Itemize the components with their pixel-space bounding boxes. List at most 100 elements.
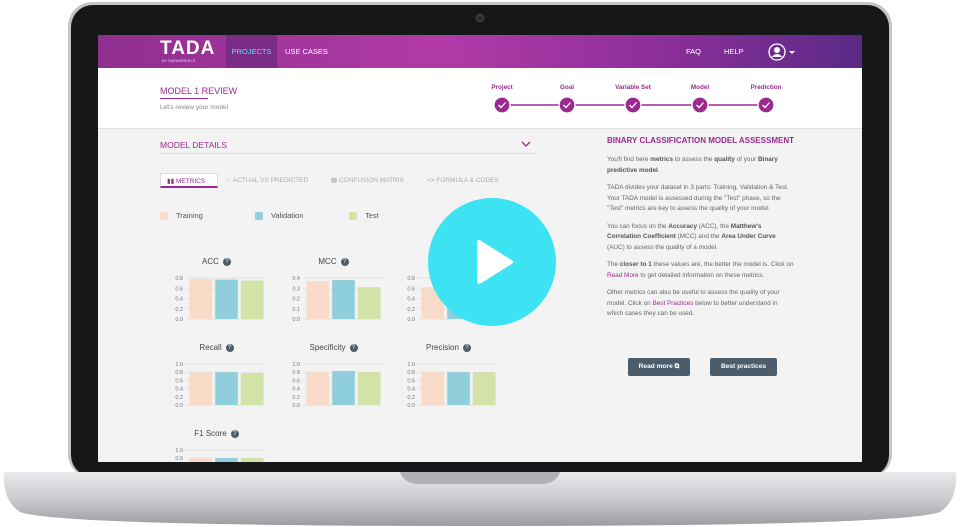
y-tick-label: 0.8	[175, 276, 183, 282]
button[interactable]: Best practices	[710, 358, 777, 376]
top-bar: TADA BY DATAMODELS PROJECTS USE CASES FA…	[98, 35, 862, 68]
divider	[160, 153, 535, 154]
legend-item[interactable]: Training	[160, 211, 203, 221]
legend-swatch	[255, 212, 263, 221]
legend-label: Test	[365, 211, 379, 220]
help-icon: ?	[349, 343, 358, 352]
bar	[215, 458, 238, 462]
y-tick-label: 1.0	[175, 448, 183, 454]
legend-item[interactable]: Test	[349, 211, 379, 221]
legend-swatch	[160, 212, 168, 221]
logo-sub: BY DATAMODELS	[162, 58, 196, 63]
bar	[306, 281, 330, 319]
y-tick-label: 0.6	[175, 378, 183, 384]
bar	[189, 458, 213, 462]
legend-label: Validation	[271, 211, 304, 220]
y-tick-label: 0.8	[292, 370, 300, 376]
y-tick-label: 0.2	[292, 297, 300, 303]
laptop-base	[3, 472, 957, 526]
nav-item[interactable]: PROJECTS	[226, 35, 277, 68]
mini-chart: 0.0 0.1 0.2 0.3 0.4	[292, 276, 382, 322]
mini-chart: 0.00.20.40.60.81.0	[175, 362, 265, 408]
step-label: Prediction	[750, 84, 782, 91]
chart-title-text: Specificity	[309, 343, 346, 352]
bar	[332, 280, 355, 319]
tab[interactable]: ▮▮ METRICS	[160, 173, 218, 188]
link[interactable]: Read More	[607, 271, 639, 279]
chart-title: MCC?	[277, 257, 390, 266]
y-tick-label: 0.6	[292, 378, 300, 384]
legend-label: Training	[176, 211, 203, 220]
page-subtitle: Let's review your model	[160, 104, 229, 111]
paragraph: The closer to 1 these values are, the be…	[607, 261, 794, 279]
y-tick-label: 0.0	[175, 317, 183, 322]
y-tick-label: 0.0	[292, 317, 300, 322]
chart-title-text: ACC	[202, 257, 219, 266]
bar	[421, 372, 445, 405]
y-tick-label: 0.4	[407, 297, 415, 303]
base-notch	[400, 472, 560, 484]
chevron[interactable]	[521, 140, 531, 148]
y-tick-label: 0.2	[292, 395, 300, 401]
mini-chart: 0.0 0.2 0.4 0.6 0.8	[175, 276, 265, 322]
help-icon: ?	[222, 257, 231, 266]
chart-title: Specificity?	[277, 343, 390, 352]
stepper	[493, 96, 775, 114]
link[interactable]: Best Practices	[652, 299, 694, 307]
title-underline	[160, 98, 208, 99]
y-tick-label: 0.8	[175, 456, 183, 462]
y-tick-label: 0.8	[407, 370, 415, 376]
step-label: Variable Set	[615, 84, 651, 91]
y-tick-label: 0.3	[292, 286, 300, 292]
y-tick-label: 0.0	[175, 403, 183, 408]
chart-title-text: MCC	[318, 257, 337, 266]
legend-item[interactable]: Validation	[255, 211, 304, 221]
y-tick-label: 0.8	[407, 276, 415, 282]
bar	[240, 280, 264, 319]
link[interactable]: FAQ	[686, 47, 702, 56]
paragraph: Other metrics can also be useful to asse…	[607, 289, 780, 317]
sub-header: MODEL 1 REVIEW Let's review your model P…	[98, 68, 862, 129]
chart-title: Precision?	[392, 343, 505, 352]
bar	[447, 372, 470, 405]
paragraph: You'll find here metrics to assess the q…	[607, 156, 778, 174]
y-tick-label: 0.6	[175, 286, 183, 292]
step-label: Project	[491, 84, 513, 91]
user-menu[interactable]	[768, 42, 798, 62]
section-title[interactable]: MODEL DETAILS	[160, 140, 228, 150]
legend-swatch	[349, 212, 357, 221]
help-icon: ?	[340, 257, 349, 266]
chart-title-text: Precision	[426, 343, 459, 352]
y-tick-label: 0.4	[175, 297, 183, 303]
y-tick-label: 1.0	[175, 362, 183, 368]
bar	[306, 372, 330, 405]
nav-item[interactable]: USE CASES	[285, 47, 328, 56]
play-button[interactable]	[427, 197, 557, 327]
bar	[332, 370, 355, 405]
y-tick-label: 0.0	[407, 317, 415, 322]
camera	[475, 13, 485, 23]
screen: TADA BY DATAMODELS PROJECTS USE CASES FA…	[98, 35, 862, 462]
link[interactable]: HELP	[724, 47, 744, 56]
tab[interactable]: ▦ CONFUSION MATRIX	[331, 177, 404, 184]
tab[interactable]: <> FORMULA & CODES	[427, 177, 499, 184]
y-tick-label: 0.1	[292, 307, 300, 313]
help-icon: ?	[462, 343, 471, 352]
mini-chart: 0.00.20.40.60.81.0	[175, 448, 265, 462]
info-panel: BINARY CLASSIFICATION MODEL ASSESSMENT Y…	[607, 135, 795, 327]
y-tick-label: 0.2	[407, 307, 415, 313]
y-tick-label: 1.0	[292, 362, 300, 368]
tab[interactable]: ⁘ ACTUAL VS PREDICTED	[226, 177, 309, 184]
y-tick-label: 0.4	[292, 276, 300, 282]
bar	[215, 372, 238, 405]
paragraph: You can focus on the Accuracy (ACC), the…	[607, 222, 776, 251]
y-tick-label: 0.2	[175, 395, 183, 401]
chart-title-text: F1 Score	[194, 429, 227, 438]
button[interactable]: Read more ⧉	[628, 358, 690, 376]
step-label: Model	[690, 84, 710, 91]
bar	[472, 372, 496, 405]
y-tick-label: 0.4	[175, 387, 183, 393]
logo[interactable]: TADA	[160, 38, 216, 59]
bar	[215, 279, 238, 319]
